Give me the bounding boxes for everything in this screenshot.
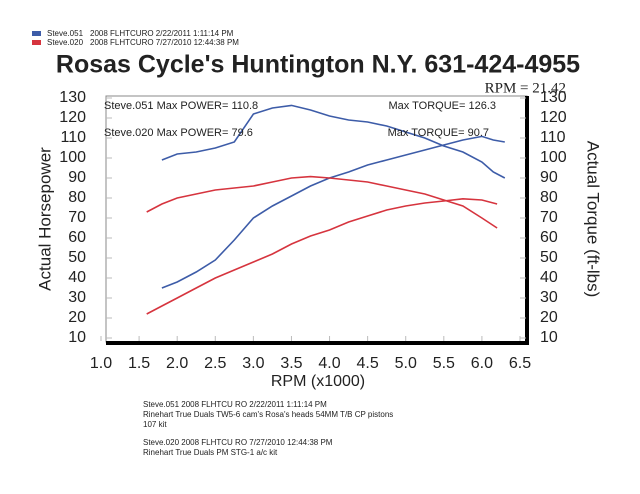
- y-tick-label: 40: [68, 269, 86, 286]
- y2-tick-label: 90: [540, 169, 558, 186]
- y-tick-label: 10: [68, 329, 86, 346]
- y2-tick-label: 40: [540, 269, 558, 286]
- x-tick-label: 1.5: [128, 355, 150, 372]
- torque-line: [161, 104, 506, 179]
- y-tick-label: 90: [68, 169, 86, 186]
- note-line: Rinehart True Duals TW5-6 cam's Rosa's h…: [143, 410, 393, 419]
- y-tick-label: 20: [68, 309, 86, 326]
- y2-tick-label: 50: [540, 249, 558, 266]
- y2-tick-label: 80: [540, 189, 558, 206]
- chart-title: Rosas Cycle's Huntington N.Y. 631-424-49…: [56, 51, 580, 79]
- y-tick-label: 30: [68, 289, 86, 306]
- y-tick-label: 130: [59, 89, 86, 106]
- legend-name: Steve.051: [47, 29, 84, 38]
- note-line: Steve.020 2008 FLHTCU RO 7/27/2010 12:44…: [143, 438, 333, 447]
- y2-tick-label: 20: [540, 309, 558, 326]
- legend-detail: 2008 FLHTCURO 2/22/2011 1:11:14 PM: [90, 29, 234, 38]
- y-tick-label: 100: [59, 149, 86, 166]
- note-line: 107 kit: [143, 420, 167, 429]
- rpm-note: RPM = 21.42: [485, 80, 566, 96]
- y-axis-label: Actual Horsepower: [35, 147, 54, 291]
- x-tick-label: 6.0: [471, 355, 493, 372]
- legend-name: Steve.020: [47, 38, 84, 47]
- annotation: Steve.020 Max POWER= 79.6: [104, 127, 253, 139]
- note-line: Steve.051 2008 FLHTCU RO 2/22/2011 1:11:…: [143, 400, 327, 409]
- plot-frame: [105, 95, 528, 343]
- power-line: [146, 197, 498, 315]
- torque-line: [146, 175, 498, 229]
- y2-tick-label: 70: [540, 209, 558, 226]
- y2-tick-label: 120: [540, 109, 567, 126]
- annotation: Max TORQUE= 126.3: [388, 100, 496, 112]
- x-axis-label: RPM (x1000): [271, 373, 365, 390]
- annotation: Steve.051 Max POWER= 110.8: [104, 100, 258, 112]
- legend-swatch: [32, 40, 41, 45]
- annotation: Max TORQUE= 90.7: [388, 127, 489, 139]
- y2-axis-label: Actual Torque (ft-lbs): [584, 141, 603, 298]
- x-tick-label: 2.0: [166, 355, 188, 372]
- note-line: Rinehart True Duals PM STG-1 a/c kit: [143, 448, 278, 457]
- x-tick-label: 2.5: [204, 355, 226, 372]
- y2-tick-label: 130: [540, 89, 567, 106]
- x-tick-label: 6.5: [509, 355, 531, 372]
- legend-swatch: [32, 31, 41, 36]
- y2-tick-label: 110: [540, 129, 566, 146]
- y2-tick-label: 60: [540, 229, 558, 246]
- x-tick-label: 4.5: [357, 355, 379, 372]
- x-tick-label: 3.0: [242, 355, 264, 372]
- x-tick-label: 5.5: [433, 355, 455, 372]
- x-tick-label: 1.0: [90, 355, 112, 372]
- legend-detail: 2008 FLHTCURO 7/27/2010 12:44:38 PM: [90, 38, 239, 47]
- power-line: [161, 135, 505, 289]
- y-tick-label: 80: [68, 189, 86, 206]
- y-tick-label: 110: [60, 129, 86, 146]
- y-tick-label: 50: [68, 249, 86, 266]
- y2-tick-label: 30: [540, 289, 558, 306]
- x-tick-label: 4.0: [318, 355, 340, 372]
- y2-tick-label: 10: [540, 329, 558, 346]
- y-tick-label: 70: [68, 209, 86, 226]
- x-tick-label: 3.5: [280, 355, 302, 372]
- x-tick-label: 5.0: [395, 355, 417, 372]
- y-tick-label: 60: [68, 229, 86, 246]
- y-tick-label: 120: [59, 109, 86, 126]
- y2-tick-label: 100: [540, 149, 567, 166]
